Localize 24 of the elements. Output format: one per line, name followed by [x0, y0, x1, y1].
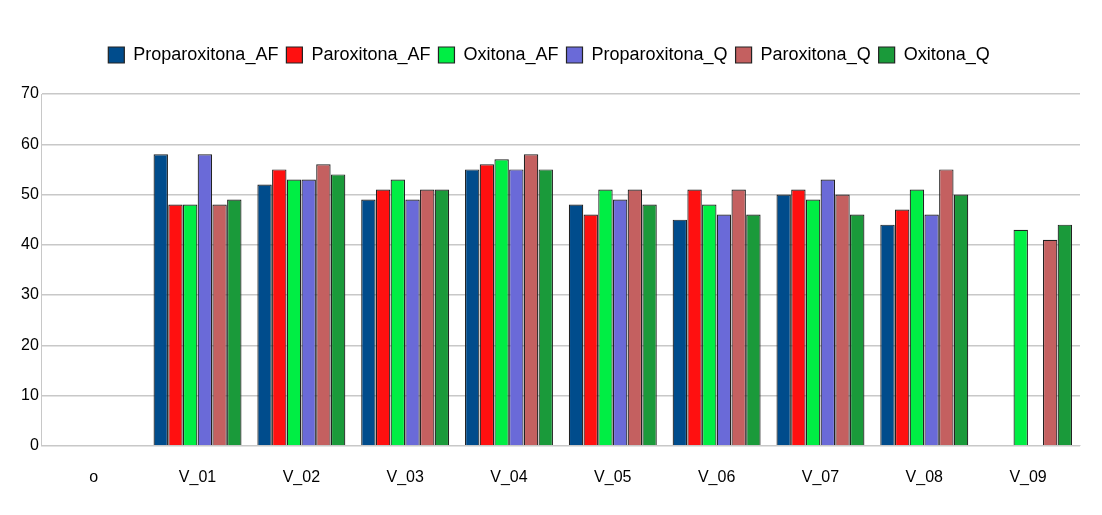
y-tick-label: 0 [29, 436, 39, 454]
y-tick-label: 30 [21, 285, 39, 303]
legend-label: Oxitona_AF [463, 43, 559, 65]
y-tick-label: 20 [21, 335, 39, 353]
x-tick-label: V_08 [905, 467, 944, 486]
legend-label: Oxitona_Q [903, 43, 990, 65]
x-tick-label: V_04 [490, 467, 528, 486]
legend-label: Paroxitona_Q [760, 43, 871, 65]
y-tick-label: 60 [21, 134, 39, 152]
y-tick-label: 10 [21, 385, 39, 403]
legend-label: Proparoxitona_AF [133, 43, 279, 65]
x-tick-label: V_07 [801, 467, 840, 486]
y-tick-label: 70 [21, 84, 39, 102]
x-tick-label: o [89, 467, 99, 485]
y-tick-label: 40 [21, 235, 39, 253]
y-tick-label: 50 [21, 184, 39, 202]
x-tick-label: V_09 [1009, 467, 1047, 486]
legend-label: Paroxitona_AF [311, 43, 431, 65]
x-tick-label: V_02 [282, 467, 321, 486]
x-tick-label: V_01 [178, 467, 217, 486]
legend-label: Proparoxitona_Q [591, 43, 728, 65]
x-tick-label: V_03 [386, 467, 424, 486]
x-tick-label: V_05 [594, 467, 632, 486]
x-tick-label: V_06 [697, 467, 736, 486]
